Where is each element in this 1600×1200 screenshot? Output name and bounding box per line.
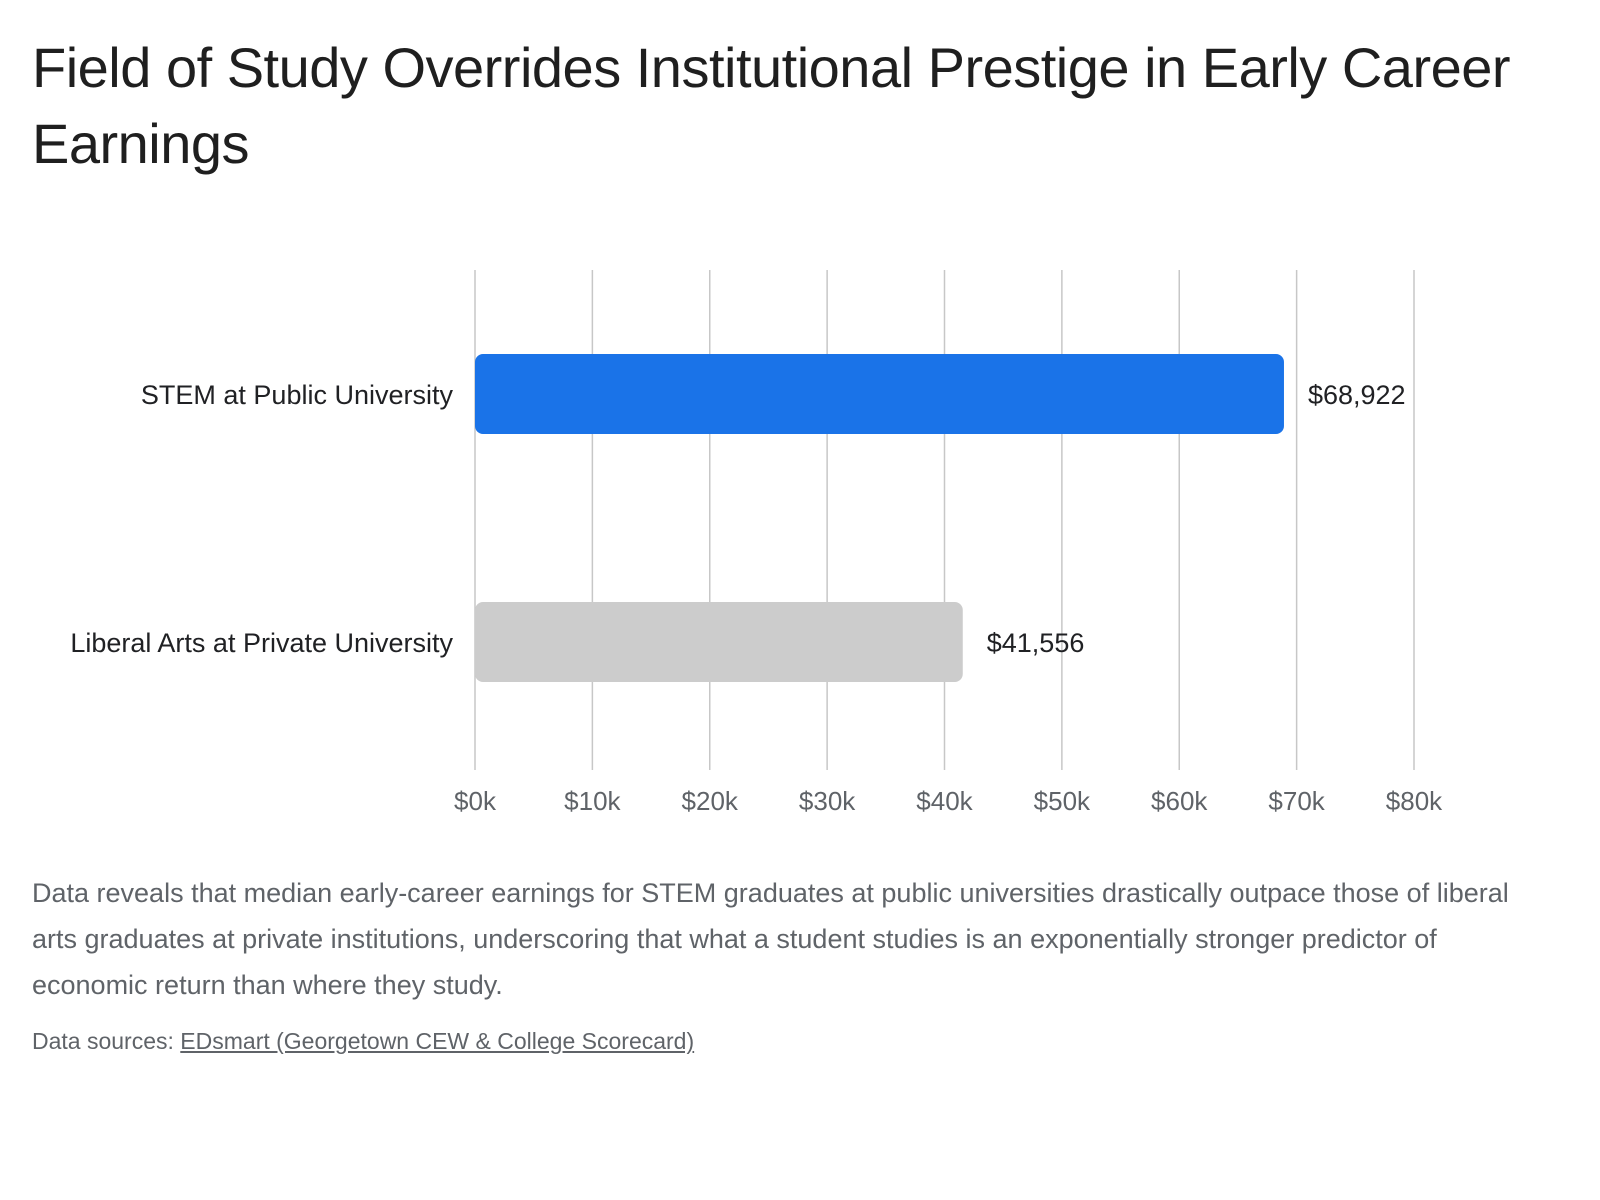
data-label: $41,556 [987, 628, 1085, 658]
x-tick-label: $50k [1034, 786, 1091, 816]
labels: STEM at Public University $68,922 Liberal … [70, 380, 1405, 658]
x-tick-label: $80k [1386, 786, 1443, 816]
bar-chart: STEM at Public University $68,922 Liberal … [70, 270, 1443, 816]
x-tick-label: $70k [1268, 786, 1325, 816]
category-label: Liberal Arts at Private University [70, 628, 453, 658]
sources-prefix: Data sources: [32, 1028, 174, 1054]
data-label: $68,922 [1308, 380, 1406, 410]
x-tick-label: $20k [682, 786, 739, 816]
data-sources: Data sources: EDsmart (Georgetown CEW & … [32, 1024, 694, 1058]
bar [475, 602, 963, 682]
bars [475, 354, 1284, 682]
gridlines [474, 270, 1415, 770]
bar [475, 354, 1284, 434]
x-tick-label: $40k [916, 786, 973, 816]
x-tick-label: $30k [799, 786, 856, 816]
x-tick-label: $0k [454, 786, 497, 816]
chart-description: Data reveals that median early-career ea… [32, 878, 1509, 1000]
chart-title: Field of Study Overrides Institutional P… [32, 36, 1511, 175]
category-label: STEM at Public University [141, 380, 454, 410]
x-tick-label: $60k [1151, 786, 1208, 816]
x-tick-label: $10k [564, 786, 621, 816]
x-axis-ticks: $0k $10k $20k $30k $40k $50k $60k $70k $80k [454, 786, 1443, 816]
sources-link[interactable]: EDsmart (Georgetown CEW & College Scorec… [180, 1028, 695, 1054]
